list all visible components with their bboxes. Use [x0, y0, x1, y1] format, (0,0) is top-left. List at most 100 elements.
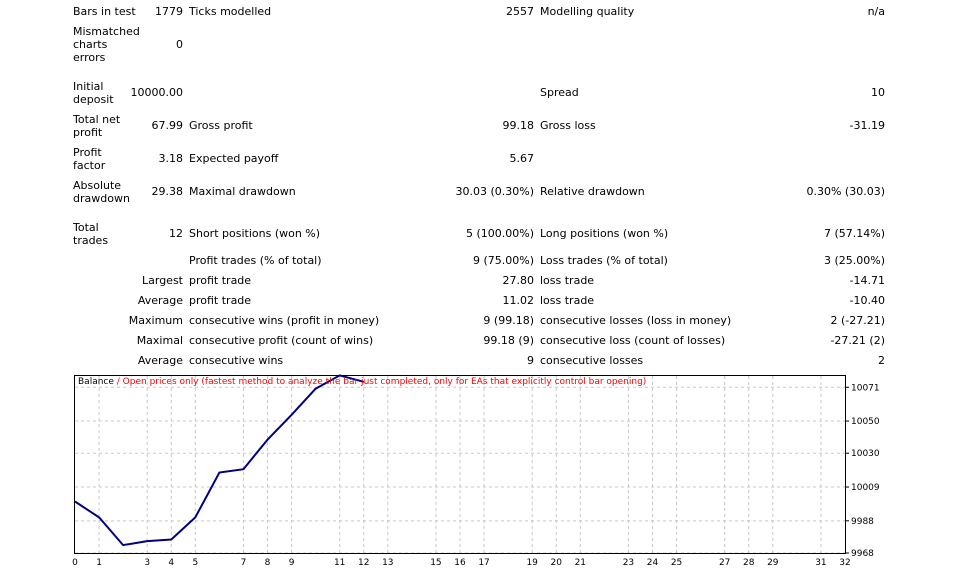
x-tick-label: 24 — [647, 558, 659, 568]
x-tick-label: 27 — [719, 558, 730, 568]
x-tick-label: 7 — [241, 558, 247, 568]
profit-factor-value: 3.18 — [158, 152, 184, 165]
profit-factor-label: Profit factor — [73, 146, 106, 172]
average-consecutive-loss-value: 2 — [878, 354, 885, 367]
modelling-quality-value: n/a — [867, 5, 885, 18]
bars-in-test-label: Bars in test — [73, 5, 136, 18]
long-positions-label: Long positions (won %) — [540, 227, 669, 240]
profit-trades-label: Profit trades (% of total) — [189, 254, 322, 267]
x-tick-label: 15 — [430, 558, 441, 568]
initial-deposit-value: 10000.00 — [130, 86, 184, 99]
total-trades-label: Total trades — [73, 221, 109, 247]
maximal-profit-value: 99.18 (9) — [483, 334, 534, 347]
average-label: Average — [137, 294, 183, 307]
x-tick-label: 12 — [358, 558, 369, 568]
spread-value: 10 — [871, 86, 885, 99]
gross-loss-label: Gross loss — [540, 119, 596, 132]
x-tick-label: 8 — [265, 558, 271, 568]
x-tick-label: 5 — [192, 558, 198, 568]
maximum-loss-value: 2 (-27.21) — [830, 314, 885, 327]
x-tick-label: 11 — [334, 558, 345, 568]
average-consecutive-loss-label: consecutive losses — [540, 354, 644, 367]
largest-profit-label: profit trade — [189, 274, 252, 287]
chart-frame — [74, 375, 846, 554]
gross-profit-value: 99.18 — [502, 119, 535, 132]
maximum-profit-label: consecutive wins (profit in money) — [189, 314, 380, 327]
average-consecutive-profit-label: consecutive wins — [189, 354, 284, 367]
modelling-quality-label: Modelling quality — [540, 5, 635, 18]
x-tick-label: 4 — [168, 558, 174, 568]
y-tick-label: 10009 — [851, 483, 880, 493]
maximum-loss-label: consecutive losses (loss in money) — [540, 314, 732, 327]
total-net-profit-value: 67.99 — [151, 119, 184, 132]
maximal-drawdown-label: Maximal drawdown — [189, 185, 296, 198]
loss-trades-label: Loss trades (% of total) — [540, 254, 668, 267]
mismatched-value: 0 — [176, 38, 183, 51]
largest-loss-label: loss trade — [540, 274, 595, 287]
gross-loss-value: -31.19 — [849, 119, 885, 132]
largest-label: Largest — [142, 274, 183, 287]
average-profit-label: profit trade — [189, 294, 252, 307]
y-tick-label: 10030 — [851, 449, 880, 459]
average-profit-value: 11.02 — [502, 294, 535, 307]
x-tick-label: 20 — [551, 558, 563, 568]
x-tick-label: 19 — [526, 558, 538, 568]
chart-legend: Balance / Open prices only (fastest meth… — [78, 377, 646, 387]
maximal-loss-value: -27.21 (2) — [830, 334, 885, 347]
maximum-label: Maximum — [128, 314, 183, 327]
y-tick-label: 10050 — [851, 417, 880, 427]
y-tick-label: 9968 — [851, 549, 874, 559]
y-tick-label: 9988 — [851, 517, 874, 527]
maximal-drawdown-value: 30.03 (0.30%) — [455, 185, 534, 198]
x-tick-label: 3 — [144, 558, 150, 568]
mismatched-label: Mismatched charts errors — [73, 25, 140, 64]
x-tick-label: 25 — [671, 558, 682, 568]
relative-drawdown-value: 0.30% (30.03) — [806, 185, 885, 198]
x-axis-ticks: 0 1 3 4 5 7 8 9 11 12 13 15 16 17 19 20 21 23 24 25 27 28 29 31… — [72, 558, 851, 568]
x-tick-label: 21 — [575, 558, 586, 568]
total-net-profit-label: Total net profit — [73, 113, 121, 139]
x-tick-label: 17 — [478, 558, 489, 568]
legend-separator: / — [113, 377, 123, 387]
short-positions-value: 5 (100.00%) — [465, 227, 534, 240]
x-tick-label: 28 — [743, 558, 755, 568]
initial-deposit-label: Initial deposit — [73, 80, 114, 106]
x-tick-label: 16 — [454, 558, 466, 568]
largest-loss-value: -14.71 — [849, 274, 885, 287]
x-tick-label: 31 — [815, 558, 826, 568]
average-consecutive-profit-value: 9 — [527, 354, 534, 367]
y-tick-label: 10071 — [851, 383, 880, 393]
profit-trades-value: 9 (75.00%) — [472, 254, 534, 267]
ticks-modelled-label: Ticks modelled — [189, 5, 272, 18]
absolute-drawdown-label: Absolute drawdown — [73, 179, 130, 205]
spread-label: Spread — [540, 86, 579, 99]
x-tick-label: 29 — [767, 558, 779, 568]
x-tick-label: 9 — [289, 558, 295, 568]
x-tick-label: 1 — [96, 558, 102, 568]
ticks-modelled-value: 2557 — [506, 5, 534, 18]
chart-grid — [75, 376, 845, 554]
legend-series-label: Balance — [78, 377, 114, 387]
x-tick-label: 32 — [839, 558, 850, 568]
bars-in-test-value: 1779 — [155, 5, 183, 18]
x-tick-label: 0 — [72, 558, 78, 568]
gross-profit-label: Gross profit — [189, 119, 253, 132]
maximal-profit-label: consecutive profit (count of wins) — [189, 334, 374, 347]
legend-note: Open prices only (fastest method to anal… — [122, 377, 647, 387]
expected-payoff-value: 5.67 — [509, 152, 535, 165]
average-consecutive-label: Average — [137, 354, 183, 367]
maximal-loss-label: consecutive loss (count of losses) — [540, 334, 726, 347]
x-tick-label: 13 — [382, 558, 393, 568]
y-axis-ticks: 10071 10050 10030 10009 9988 9968 — [845, 383, 880, 559]
absolute-drawdown-value: 29.38 — [151, 185, 184, 198]
short-positions-label: Short positions (won %) — [189, 227, 321, 240]
average-loss-label: loss trade — [540, 294, 595, 307]
balance-series-line — [74, 374, 365, 547]
average-loss-value: -10.40 — [849, 294, 885, 307]
relative-drawdown-label: Relative drawdown — [540, 185, 645, 198]
total-trades-value: 12 — [169, 227, 183, 240]
expected-payoff-label: Expected payoff — [189, 152, 279, 165]
long-positions-value: 7 (57.14%) — [823, 227, 885, 240]
maximal-label: Maximal — [136, 334, 183, 347]
